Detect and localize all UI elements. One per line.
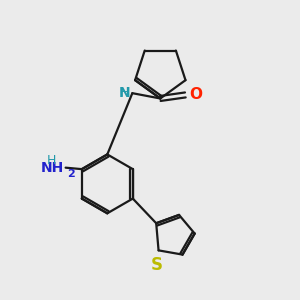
Text: 2: 2	[67, 169, 75, 179]
Text: NH: NH	[41, 161, 64, 175]
Text: N: N	[119, 85, 131, 100]
Text: H: H	[120, 86, 129, 99]
Text: O: O	[189, 87, 202, 102]
Text: S: S	[151, 256, 163, 274]
Text: H: H	[47, 154, 56, 167]
